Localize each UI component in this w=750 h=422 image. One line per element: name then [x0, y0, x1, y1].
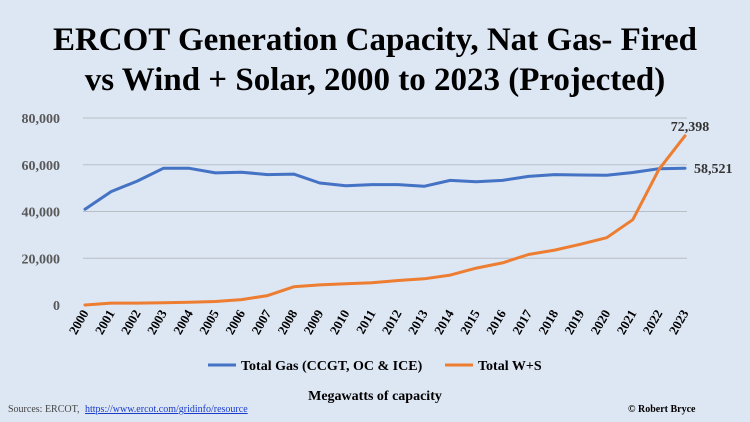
- series-line-total-gas: [83, 166, 687, 211]
- y-tick-label: 40,000: [22, 206, 61, 221]
- chart-title-line-1: ERCOT Generation Capacity, Nat Gas- Fire…: [53, 22, 697, 58]
- legend: Total Gas (CCGT, OC & ICE) Total W+S: [208, 359, 542, 374]
- end-label-total-gas: 58,521: [694, 162, 733, 177]
- x-axis-label: Megawatts of capacity: [308, 389, 442, 404]
- y-tick-label: 0: [53, 299, 60, 314]
- source-link[interactable]: https://www.ercot.com/gridinfo/resource: [85, 404, 248, 415]
- y-tick-label: 20,000: [22, 252, 61, 267]
- credit-text: © Robert Bryce: [628, 404, 696, 415]
- source-prefix: Sources: ERCOT,: [8, 404, 79, 415]
- series-line-total-ws: [83, 134, 687, 307]
- y-tick-label: 80,000: [22, 112, 61, 127]
- legend-label-ws: Total W+S: [478, 359, 542, 374]
- gridlines: [83, 117, 687, 259]
- y-axis-ticks: 0 20,000 40,000 60,000 80,000: [22, 112, 61, 314]
- end-label-total-ws: 72,398: [671, 120, 710, 135]
- legend-label-gas: Total Gas (CCGT, OC & ICE): [241, 359, 423, 374]
- y-tick-label: 60,000: [22, 159, 61, 174]
- series-lines: [83, 134, 687, 307]
- chart-title-line-2: vs Wind + Solar, 2000 to 2023 (Projected…: [85, 62, 665, 98]
